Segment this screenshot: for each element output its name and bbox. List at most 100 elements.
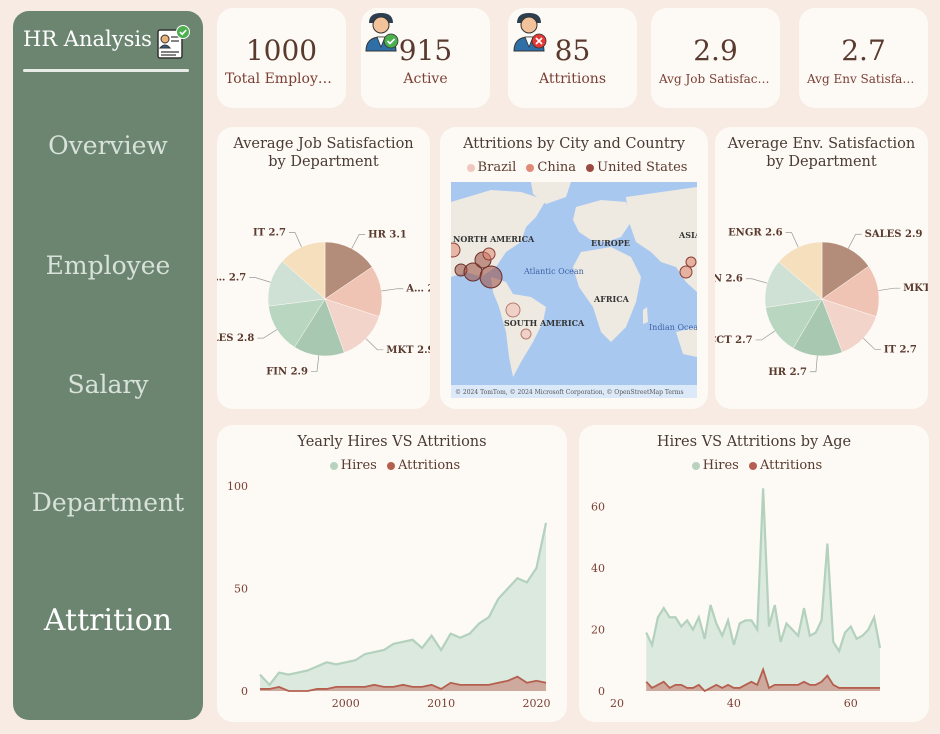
kpi-value: 1000 (245, 34, 318, 67)
chart-title: Average Env. Satisfaction by Department (727, 136, 916, 170)
map-bubble[interactable] (482, 247, 496, 261)
nav-attrition[interactable]: Attrition (43, 603, 173, 638)
x-tick-label: 2000 (332, 697, 360, 710)
nav-department[interactable]: Department (31, 488, 185, 517)
map-card: Attritions by City and Country Brazil Ch… (440, 127, 708, 409)
legend-label: Hires (702, 458, 739, 473)
employee-badge-icon (157, 25, 190, 59)
pie-slice[interactable] (324, 298, 380, 353)
legend-dot (691, 461, 700, 470)
attritions-line[interactable] (260, 675, 547, 692)
pie-leader-line (745, 278, 768, 284)
pie-label: ENGR 2.6 (728, 228, 783, 239)
map-label: AFRICA (593, 294, 630, 304)
pie-leader-line (863, 338, 881, 350)
kpi-label: Avg Env Satisfact… (807, 72, 926, 86)
map-label: Indian Ocean (649, 323, 697, 332)
pie-slice[interactable] (294, 298, 345, 357)
map-label: NORTH AMERICA (453, 234, 535, 244)
pie-slice[interactable] (792, 298, 843, 357)
kpi-value: 85 (554, 34, 591, 67)
app-title: HR Analysis (23, 27, 152, 51)
pie-label: MKT 2.9 (386, 345, 430, 356)
kpi-avg-env-satisfaction: 2.7 Avg Env Satisfact… (799, 8, 928, 108)
pie-slice[interactable] (324, 266, 383, 317)
chart-title: Average Job Satisfaction by Department (233, 136, 414, 170)
y-tick-label: 20 (591, 624, 605, 637)
job-satisfaction-card: Average Job Satisfaction by Department H… (217, 127, 430, 409)
legend-label: Hires (340, 458, 377, 473)
y-tick-label: 50 (234, 583, 248, 596)
map-bubble[interactable] (505, 302, 521, 318)
pie-leader-line (809, 355, 818, 373)
job-satisfaction-pie: HR 3.1 A… 2.9 MKT 2.9 FIN 2.9 SALES 2.8 EN… 2… (217, 227, 430, 377)
legend-dot (748, 461, 757, 470)
y-tick-label: 0 (241, 685, 248, 698)
chart-legend: Hires Attritions (579, 458, 929, 473)
legend-label: China (537, 160, 576, 175)
kpi-label: Attritions (538, 71, 607, 87)
pie-label: SALES 2.9 (865, 229, 923, 240)
hires-line[interactable] (645, 488, 882, 654)
nav-salary[interactable]: Salary (67, 370, 149, 399)
map-label: SOUTH AMERICA (504, 318, 585, 328)
env-satisfaction-card: Average Env. Satisfaction by Department … (715, 127, 928, 409)
kpi-label: Total Employees (225, 71, 342, 87)
map-label: Atlantic Ocean (523, 267, 584, 276)
map-bubble[interactable] (451, 242, 461, 258)
legend-dot (586, 163, 595, 172)
kpi-total-employees: 1000 Total Employees (217, 8, 346, 108)
chart-title: Attritions by City and Country (463, 136, 685, 152)
x-tick-label: 2010 (427, 697, 455, 710)
pie-leader-line (351, 234, 366, 249)
map-bubble[interactable] (479, 265, 503, 289)
hires-line[interactable] (259, 522, 548, 687)
active-employee-icon (365, 13, 399, 52)
legend-label: United States (597, 160, 688, 175)
map-bubble[interactable] (679, 265, 693, 279)
chart-title: Yearly Hires VS Attritions (297, 434, 487, 450)
pie-slice[interactable] (821, 298, 877, 353)
legend-dot (526, 163, 535, 172)
kpi-attritions: 85 Attritions (508, 8, 637, 108)
pie-slice[interactable] (765, 298, 823, 349)
map-legend: Brazil China United States (440, 160, 708, 175)
pie-slice[interactable] (821, 241, 870, 300)
pie-leader-line (847, 233, 862, 249)
x-tick-label: 40 (727, 697, 741, 710)
map-bubble[interactable] (685, 256, 697, 268)
age-area-chart[interactable]: 0 20 40 60 20 40 60 (579, 425, 929, 722)
kpi-label: Active (403, 71, 448, 87)
legend-dot (329, 461, 338, 470)
kpi-label: Avg Job Satisfaction (659, 72, 780, 86)
pie-label: HR 2.7 (768, 367, 807, 378)
pie-label: MKT 2.8 (903, 283, 928, 294)
pie-slice[interactable] (821, 265, 880, 317)
pie-label: ACCT 2.7 (715, 335, 753, 346)
x-tick-label: 2020 (522, 697, 550, 710)
map-bubble[interactable] (520, 328, 532, 340)
pie-leader-line (288, 232, 302, 248)
y-tick-label: 0 (598, 685, 605, 698)
nav-employee[interactable]: Employee (45, 251, 171, 280)
legend-dot (386, 461, 395, 470)
nav-overview[interactable]: Overview (48, 131, 168, 160)
pie-leader-line (310, 355, 320, 372)
pie-label: IT 2.7 (884, 344, 917, 355)
legend-dot (466, 163, 475, 172)
pie-leader-line (878, 287, 901, 291)
sidebar: HR Analysis Overview Employee Salary Dep… (13, 11, 203, 720)
legend-label: Attritions (759, 458, 823, 473)
pie-leader-line (785, 232, 799, 248)
chart-legend: Hires Attritions (217, 458, 567, 473)
pie-leader-line (755, 330, 775, 341)
pie-slice[interactable] (778, 241, 823, 300)
pie-slice[interactable] (324, 241, 373, 300)
y-tick-label: 100 (227, 480, 248, 493)
attritions-line[interactable] (645, 666, 880, 693)
map-label: EUROPE (591, 238, 630, 248)
pie-label: HR 3.1 (368, 229, 407, 240)
pie-label: IT 2.7 (253, 227, 286, 238)
yearly-area-chart[interactable]: 0 50 100 2000 2010 2020 (217, 425, 567, 722)
